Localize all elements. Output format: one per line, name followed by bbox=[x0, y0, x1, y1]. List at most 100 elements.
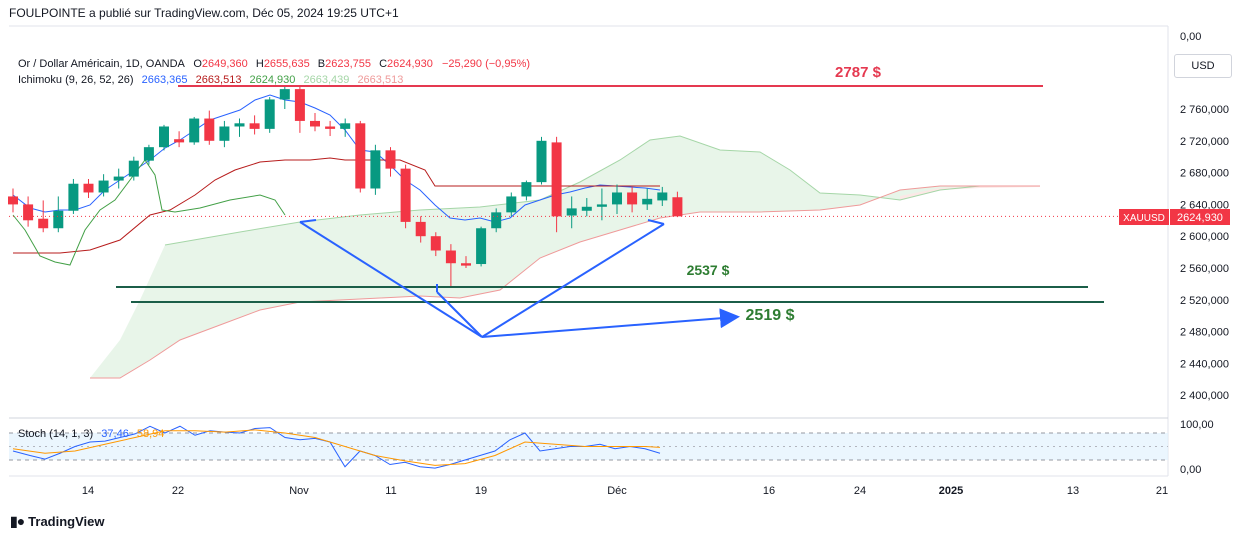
cloud-red-area bbox=[900, 186, 1040, 200]
candle-body bbox=[68, 183, 79, 211]
candle-body bbox=[445, 250, 456, 264]
label-2787: 2787 $ bbox=[835, 64, 882, 81]
candle-body bbox=[415, 221, 426, 237]
candle-body bbox=[249, 123, 260, 129]
y-tick-label: 2 480,000 bbox=[1180, 327, 1229, 339]
candle-body bbox=[174, 139, 185, 143]
candle-body bbox=[612, 192, 622, 205]
candle-body bbox=[430, 236, 441, 251]
candle-body bbox=[113, 176, 124, 181]
x-tick-label: 19 bbox=[475, 485, 487, 497]
y-tick-label: 2 720,000 bbox=[1180, 136, 1229, 148]
tradingview-logo: ▮● TradingView bbox=[10, 513, 105, 530]
arrow-line-right bbox=[481, 223, 665, 338]
kijun-line bbox=[13, 157, 660, 254]
x-tick-label: Nov bbox=[289, 485, 309, 497]
candle-body bbox=[294, 89, 305, 121]
candle-body bbox=[264, 99, 275, 129]
candle-body bbox=[476, 228, 487, 265]
candle-body bbox=[340, 123, 351, 129]
stoch-k-line bbox=[12, 425, 661, 469]
x-tick-label: 2025 bbox=[939, 485, 963, 497]
stochastic-pane: 100,00 0,00 bbox=[9, 419, 1214, 476]
candle-body bbox=[159, 126, 169, 148]
candle-body bbox=[627, 192, 638, 205]
stoch-tick-0: 0,00 bbox=[1180, 464, 1201, 476]
candle-body bbox=[400, 168, 411, 222]
legend-stoch: Stoch (14, 1, 3) 37,46 58,94 bbox=[18, 428, 164, 440]
x-tick-label: 13 bbox=[1067, 485, 1079, 497]
y-tick-label: 2 520,000 bbox=[1180, 295, 1229, 307]
senkou-a-line bbox=[164, 135, 981, 246]
candle-body bbox=[370, 150, 381, 189]
candle-body bbox=[38, 218, 49, 229]
label-2519: 2519 $ bbox=[746, 307, 795, 324]
symbol-tag: XAUUSD bbox=[1123, 213, 1165, 224]
candle-body bbox=[355, 123, 366, 189]
candle-body bbox=[143, 147, 154, 161]
candle-body bbox=[566, 208, 577, 216]
price-axis: 2 760,000 2 720,000 2 680,000 2 640,000 2 60… bbox=[1180, 31, 1229, 402]
arrow-tick-left bbox=[299, 219, 317, 223]
y-tick-label: 2 440,000 bbox=[1180, 358, 1229, 370]
y-tick-label: 2 560,000 bbox=[1180, 263, 1229, 275]
label-2537: 2537 $ bbox=[687, 262, 730, 278]
candle-body bbox=[83, 183, 94, 193]
candle-body bbox=[310, 120, 320, 127]
candle-body bbox=[491, 212, 502, 229]
tv-logo-icon: ▮● bbox=[10, 513, 25, 529]
candle-body bbox=[536, 140, 547, 183]
y-tick-label: 2 640,000 bbox=[1180, 199, 1229, 211]
candle-body bbox=[189, 118, 200, 143]
annotation-arrows bbox=[299, 219, 740, 338]
y-tick-label: 0,00 bbox=[1180, 31, 1201, 43]
candle-body bbox=[596, 204, 607, 207]
legend-row-1: Or / Dollar Américain, 1D, OANDA O2649,3… bbox=[18, 58, 530, 70]
candle-body bbox=[98, 180, 109, 193]
cloud-green-area bbox=[90, 136, 1040, 378]
x-tick-label: 21 bbox=[1156, 485, 1168, 497]
y-tick-label: 2 600,000 bbox=[1180, 231, 1229, 243]
candle-body bbox=[642, 198, 653, 205]
y-tick-label: 2 680,000 bbox=[1180, 168, 1229, 180]
candle-body bbox=[672, 197, 683, 217]
candles bbox=[8, 85, 683, 287]
candle-body bbox=[657, 192, 668, 201]
candle-body bbox=[581, 206, 592, 211]
arrow-tick-right bbox=[647, 219, 665, 225]
publisher-header: FOULPOINTE a publié sur TradingView.com,… bbox=[9, 6, 399, 20]
stoch-tick-100: 100,00 bbox=[1180, 419, 1214, 431]
candle-body bbox=[385, 150, 396, 169]
candle-body bbox=[325, 126, 336, 129]
stoch-d-line bbox=[12, 429, 661, 466]
x-tick-label: 14 bbox=[82, 485, 94, 497]
candle-body bbox=[461, 263, 471, 266]
candle-body bbox=[521, 182, 532, 197]
tv-logo-text: TradingView bbox=[28, 514, 105, 529]
ichimoku-cloud bbox=[90, 135, 1040, 379]
horizontal-levels bbox=[9, 85, 1168, 303]
candle-body bbox=[23, 204, 34, 221]
senkou-b-line bbox=[90, 185, 1040, 379]
x-tick-label: 24 bbox=[854, 485, 866, 497]
x-tick-label: 16 bbox=[763, 485, 775, 497]
x-tick-label: 11 bbox=[385, 485, 396, 497]
candle-body bbox=[128, 160, 139, 177]
candle-body bbox=[506, 196, 517, 213]
x-tick-label: Déc bbox=[607, 485, 627, 497]
symbol-tag-bg bbox=[1119, 209, 1169, 225]
price-tag-bg bbox=[1170, 209, 1230, 225]
candle-body bbox=[234, 123, 245, 127]
candle-body bbox=[53, 210, 64, 229]
time-axis: 14 22 Nov 11 19 Déc 16 24 2025 13 21 bbox=[82, 485, 1168, 497]
arrow-line-left bbox=[299, 221, 483, 338]
y-tick-label: 2 400,000 bbox=[1180, 390, 1229, 402]
candle-body bbox=[8, 196, 18, 205]
candle-body bbox=[219, 126, 230, 141]
candle-body bbox=[204, 118, 215, 141]
legend-row-2: Ichimoku (9, 26, 52, 26) 2663,365 2663,5… bbox=[18, 74, 403, 86]
candle-body bbox=[551, 142, 562, 217]
currency-button[interactable]: USD bbox=[1174, 54, 1232, 78]
arrow-line-target bbox=[481, 308, 740, 338]
